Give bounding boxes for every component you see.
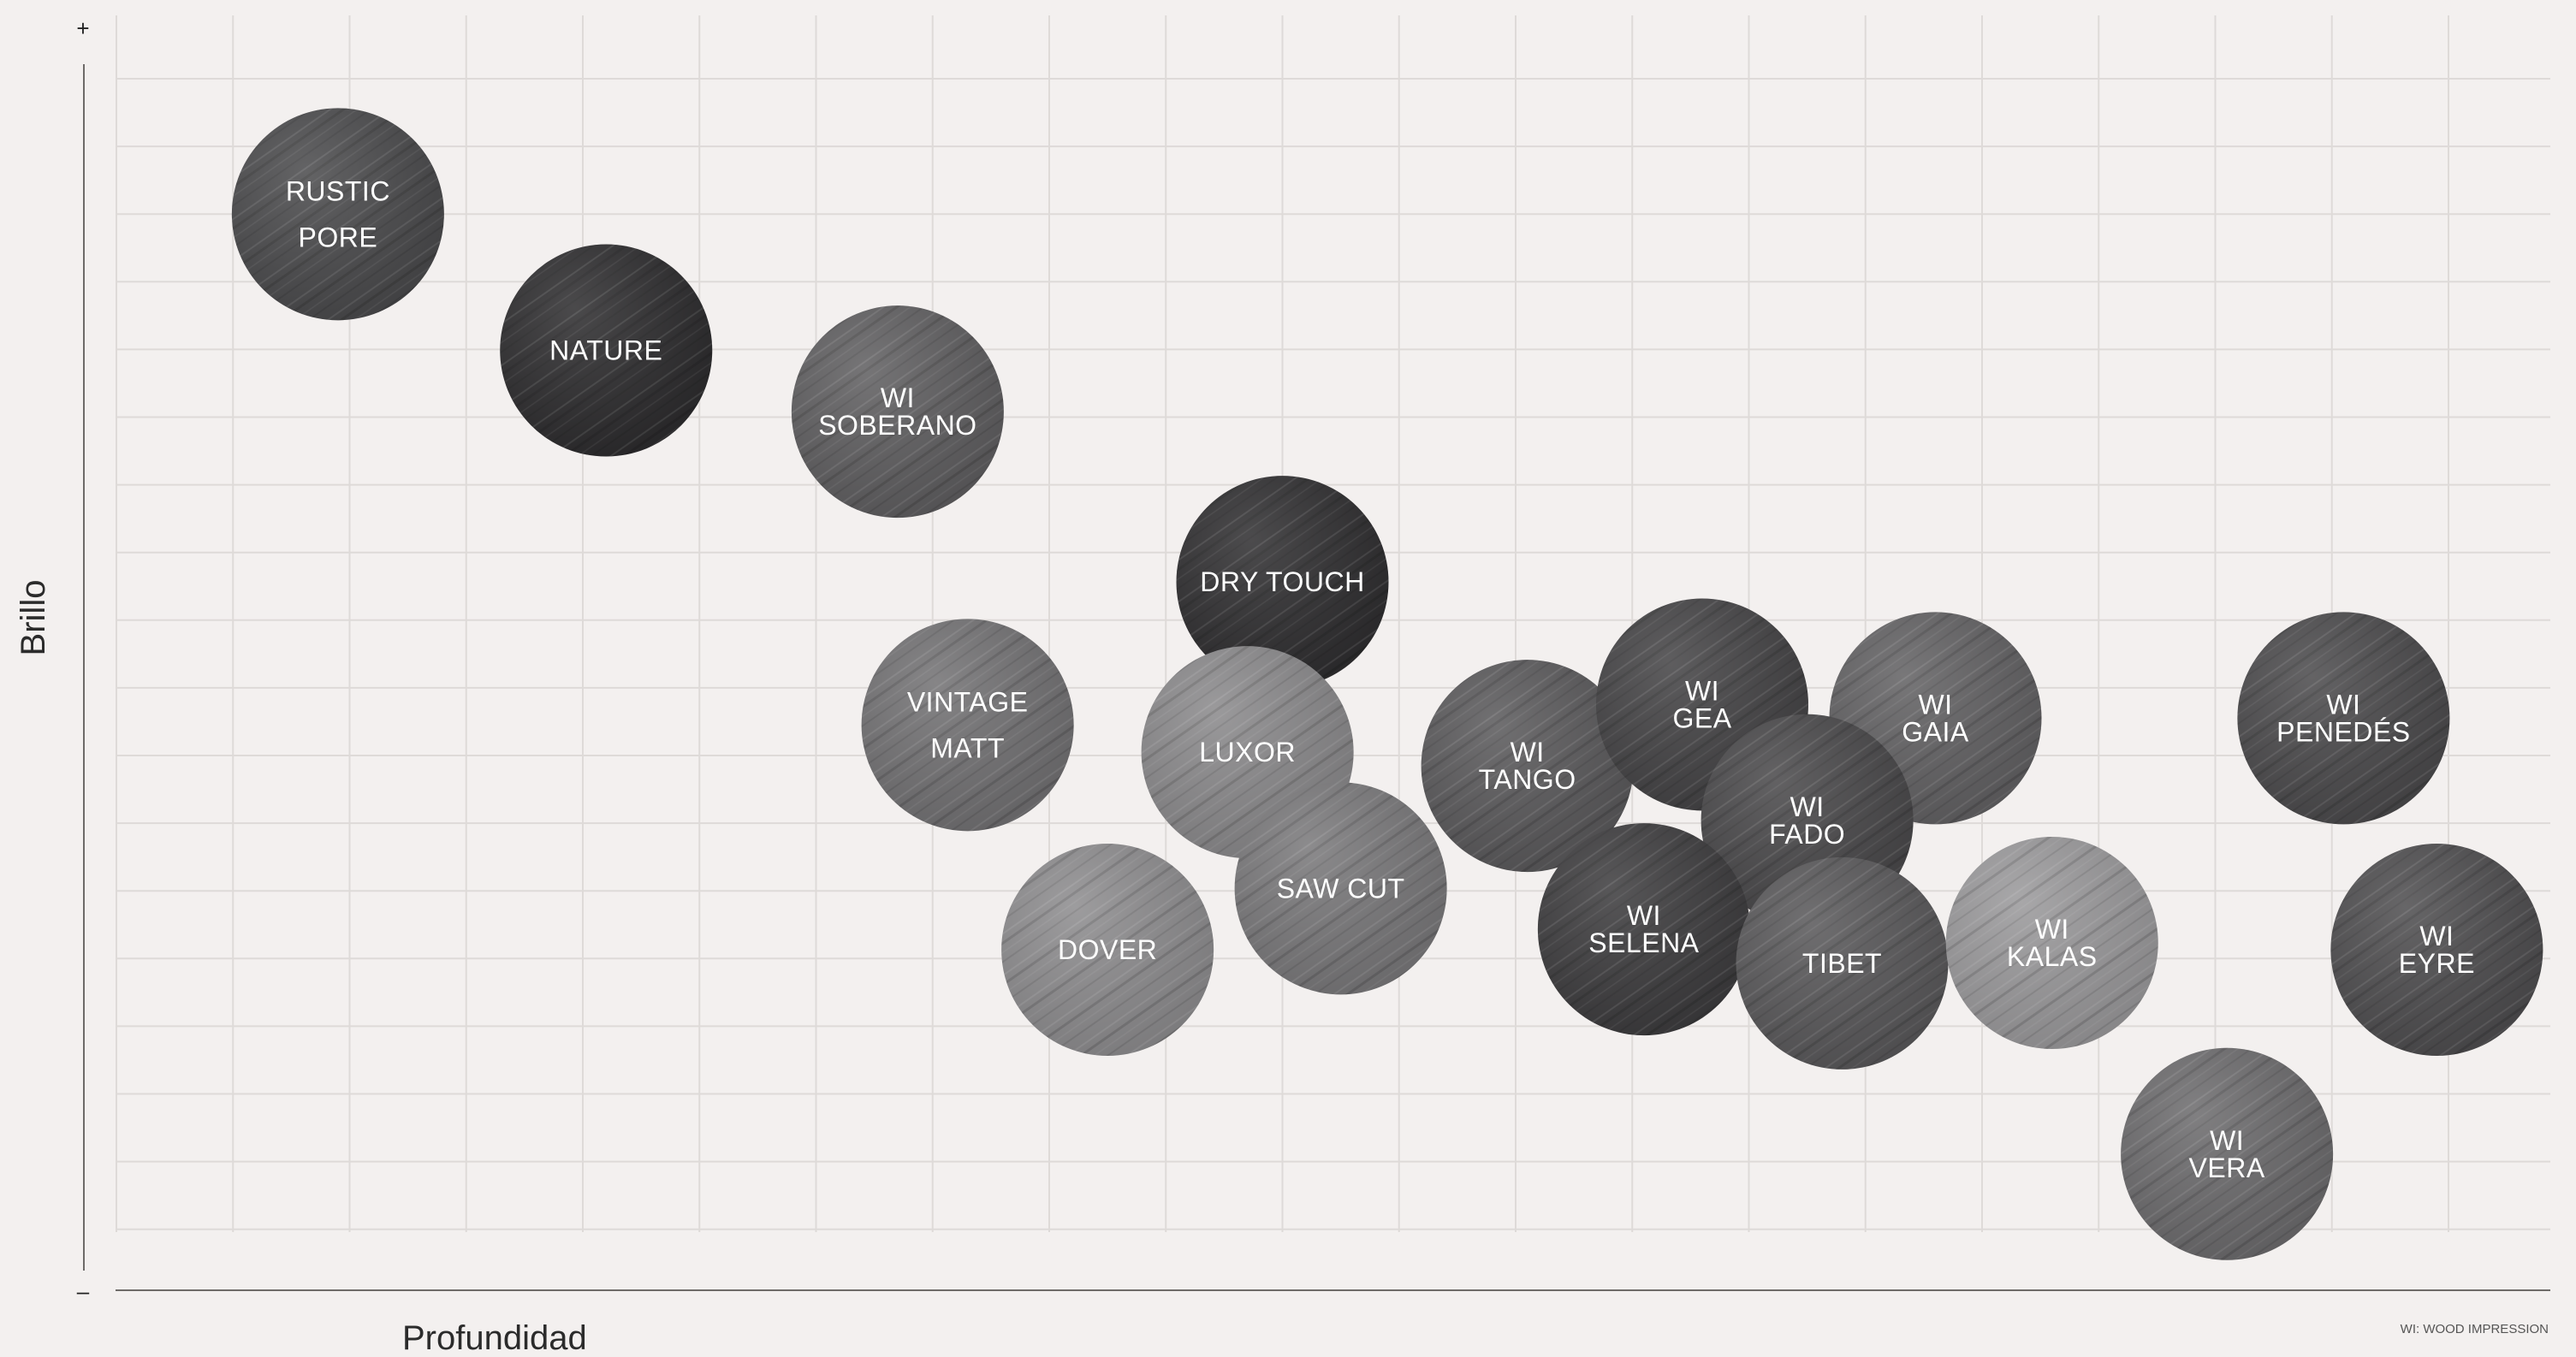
finish-label: VERA (2189, 1153, 2265, 1183)
finish-label: DRY TOUCH (1200, 566, 1364, 597)
finish-label: FADO (1769, 819, 1845, 850)
finish-label: WI (2210, 1125, 2244, 1156)
finish-label: WI (2419, 921, 2454, 951)
swatch-shading (231, 108, 444, 321)
swatch-shading (1945, 837, 2158, 1050)
finish-label: WI (2326, 689, 2360, 720)
swatch-shading (2330, 844, 2543, 1056)
finish-label: WI (1918, 689, 1952, 720)
swatch-shading (791, 305, 1004, 519)
swatch-shading (1537, 823, 1750, 1036)
y-axis-title: Brillo (15, 580, 52, 656)
finish-label: SOBERANO (818, 410, 976, 441)
finish-bubble: RUSTIC PORE (231, 108, 444, 321)
finish-label: GAIA (1902, 716, 1969, 747)
finish-label: TANGO (1479, 764, 1576, 795)
finish-bubble: DRY TOUCH (1176, 476, 1389, 689)
finish-label: NATURE (549, 335, 662, 366)
finish-label: GEA (1672, 702, 1731, 733)
finish-bubble: TIBET (1736, 856, 1949, 1070)
swatch-shading (1736, 856, 1949, 1070)
finish-label: PORE (299, 222, 378, 252)
finish-bubble: VINTAGE MATT (861, 619, 1074, 832)
finish-bubble: DOVER (1001, 844, 1214, 1056)
finish-label: RUSTIC (286, 175, 390, 206)
finish-label: VINTAGE (907, 686, 1029, 717)
finish-label: TIBET (1802, 948, 1882, 979)
finish-label: LUXOR (1199, 737, 1296, 767)
finish-label: PENEDÉS (2276, 716, 2410, 747)
finish-bubble: SAW CUT (1234, 782, 1447, 995)
finish-label: MATT (930, 732, 1005, 763)
x-axis-title: Profundidad (402, 1319, 587, 1357)
swatch-shading (1001, 844, 1214, 1056)
finish-label: KALAS (2007, 941, 2098, 972)
finish-label: SAW CUT (1277, 873, 1405, 904)
y-axis-bottom-mark: – (77, 1278, 90, 1304)
finish-label: DOVER (1058, 934, 1157, 965)
finish-label: WI (881, 382, 915, 413)
swatch-shading (1176, 476, 1389, 689)
swatch-shading (500, 244, 713, 457)
y-axis-top-mark: + (76, 15, 89, 41)
finish-label: WI (1790, 791, 1825, 822)
swatch-shading (2121, 1047, 2334, 1260)
finish-label: WI (1685, 675, 1719, 706)
swatch-shading (1234, 782, 1447, 995)
finish-bubble: NATURE (500, 244, 713, 457)
swatch-shading (2237, 612, 2450, 825)
swatch-shading (1421, 660, 1634, 873)
finish-label: SELENA (1588, 927, 1699, 958)
finish-label: WI (1627, 900, 1661, 931)
finish-label: EYRE (2399, 948, 2475, 979)
footnote: WI: WOOD IMPRESSION (2401, 1322, 2549, 1336)
swatch-shading (861, 619, 1074, 832)
finish-label: WI (2035, 914, 2069, 945)
finish-label: WI (1511, 737, 1545, 767)
